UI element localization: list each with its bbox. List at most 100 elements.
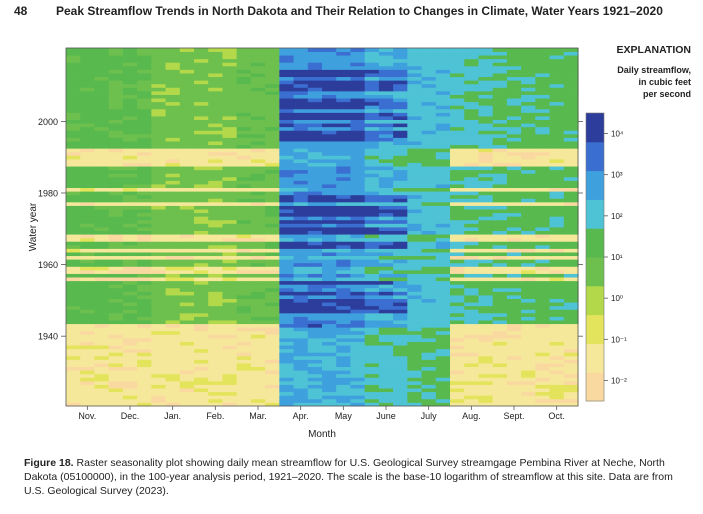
heatmap-cell xyxy=(378,302,394,307)
heatmap-cell xyxy=(336,151,352,156)
heatmap-cell xyxy=(378,191,394,196)
heatmap-cell xyxy=(478,269,494,274)
heatmap-cell xyxy=(535,155,551,160)
heatmap-cell xyxy=(549,83,565,88)
heatmap-cell xyxy=(478,180,494,185)
heatmap-cell xyxy=(421,94,437,99)
heatmap-cell xyxy=(151,94,167,99)
heatmap-cell xyxy=(563,194,579,199)
heatmap-cell xyxy=(151,373,167,378)
heatmap-cell xyxy=(549,287,565,292)
heatmap-cell xyxy=(421,230,437,235)
heatmap-cell xyxy=(549,388,565,393)
heatmap-cell xyxy=(208,173,224,178)
heatmap-cell xyxy=(435,76,451,81)
heatmap-cell xyxy=(307,345,323,350)
heatmap-cell xyxy=(336,384,352,389)
heatmap-cell xyxy=(122,65,138,70)
heatmap-cell xyxy=(549,176,565,181)
heatmap-cell xyxy=(506,266,522,271)
heatmap-cell xyxy=(435,402,451,407)
heatmap-cell xyxy=(279,244,295,249)
heatmap-cell xyxy=(350,280,366,285)
heatmap-cell xyxy=(80,355,96,360)
heatmap-cell xyxy=(336,158,352,163)
heatmap-cell xyxy=(364,65,380,70)
heatmap-cell xyxy=(336,198,352,203)
heatmap-cell xyxy=(208,130,224,135)
heatmap-cell xyxy=(80,184,96,189)
heatmap-cell xyxy=(350,223,366,228)
heatmap-cell xyxy=(265,212,280,217)
heatmap-cell xyxy=(421,377,437,382)
heatmap-cell xyxy=(535,341,551,346)
heatmap-cell xyxy=(151,341,167,346)
heatmap-cell xyxy=(236,388,252,393)
heatmap-cell xyxy=(535,227,551,231)
heatmap-cell xyxy=(478,341,494,346)
heatmap-cell xyxy=(563,151,579,156)
heatmap-cell xyxy=(122,284,138,289)
heatmap-cell xyxy=(279,373,295,378)
heatmap-cell xyxy=(450,287,465,292)
heatmap-cell xyxy=(393,352,408,357)
heatmap-cell xyxy=(521,230,536,235)
heatmap-cell xyxy=(279,80,295,85)
heatmap-cell xyxy=(435,327,451,332)
heatmap-cell xyxy=(563,348,579,353)
heatmap-cell xyxy=(350,284,366,289)
heatmap-cell xyxy=(535,184,551,189)
heatmap-cell xyxy=(293,87,309,92)
heatmap-cell xyxy=(464,90,480,95)
heatmap-cell xyxy=(492,209,508,214)
heatmap-cell xyxy=(66,252,81,257)
heatmap-cell xyxy=(492,180,508,185)
heatmap-cell xyxy=(549,58,565,63)
heatmap-cell xyxy=(421,341,437,346)
heatmap-cell xyxy=(450,309,465,314)
heatmap-cell xyxy=(208,230,224,235)
heatmap-cell xyxy=(492,155,508,160)
heatmap-cell xyxy=(293,116,309,120)
heatmap-cell xyxy=(506,101,522,106)
heatmap-cell xyxy=(322,320,337,325)
colorbar-band xyxy=(586,285,604,316)
heatmap-cell xyxy=(279,380,295,385)
heatmap-cell xyxy=(194,51,209,56)
heatmap-cell xyxy=(378,58,394,63)
heatmap-cell xyxy=(421,116,437,120)
heatmap-cell xyxy=(322,370,337,375)
heatmap-cell xyxy=(208,327,224,332)
heatmap-cell xyxy=(94,201,110,206)
heatmap-cell xyxy=(66,370,81,375)
heatmap-cell xyxy=(549,130,565,135)
heatmap-cell xyxy=(307,305,323,310)
heatmap-cell xyxy=(435,337,451,342)
heatmap-cell xyxy=(464,141,480,146)
heatmap-cell xyxy=(208,126,224,131)
heatmap-cell xyxy=(222,51,238,56)
heatmap-cell xyxy=(165,244,181,249)
heatmap-cell xyxy=(549,277,565,282)
heatmap-cell xyxy=(492,94,508,99)
heatmap-cell xyxy=(222,323,238,328)
heatmap-cell xyxy=(393,327,408,332)
heatmap-cell xyxy=(350,119,366,124)
heatmap-cell xyxy=(94,205,110,210)
heatmap-cell xyxy=(350,327,366,332)
heatmap-cell xyxy=(506,341,522,346)
heatmap-cell xyxy=(464,48,480,52)
heatmap-cell xyxy=(108,377,124,382)
heatmap-cell xyxy=(122,98,138,103)
heatmap-cell xyxy=(179,320,195,325)
heatmap-cell xyxy=(265,370,280,375)
heatmap-cell xyxy=(94,277,110,282)
heatmap-cell xyxy=(407,373,423,378)
heatmap-cell xyxy=(350,241,366,246)
heatmap-cell xyxy=(464,323,480,328)
heatmap-cell xyxy=(137,162,152,167)
heatmap-cell xyxy=(222,198,238,203)
heatmap-cell xyxy=(435,180,451,185)
heatmap-cell xyxy=(80,266,96,271)
heatmap-cell xyxy=(293,398,309,403)
